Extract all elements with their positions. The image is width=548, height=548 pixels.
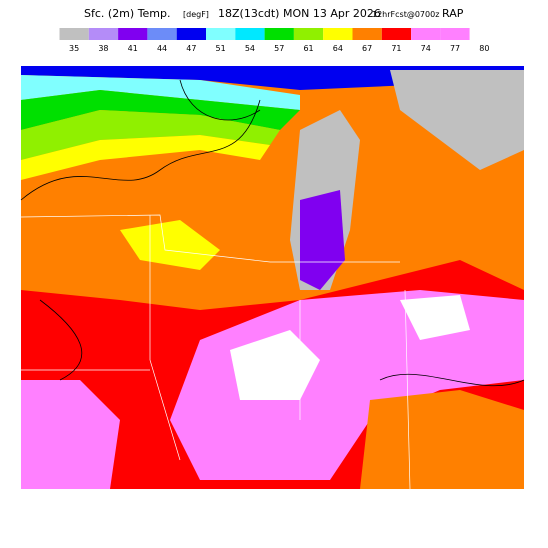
borders bbox=[20, 214, 411, 490]
title-part: RAP bbox=[442, 7, 464, 20]
zone bbox=[21, 380, 120, 489]
legend-label: 51 bbox=[216, 44, 226, 53]
lake bbox=[300, 190, 345, 290]
map bbox=[20, 66, 525, 490]
legend-swatch bbox=[381, 28, 412, 40]
legend-swatch bbox=[59, 28, 89, 40]
zone bbox=[390, 70, 524, 170]
zone bbox=[21, 75, 300, 110]
legend-swatch bbox=[323, 28, 353, 40]
legend-swatch bbox=[206, 28, 236, 40]
title-part: 12hrFcst@0700z bbox=[372, 10, 439, 19]
legend-swatch bbox=[264, 28, 294, 40]
legend-label: 47 bbox=[186, 44, 196, 53]
title-part: [degF] bbox=[183, 10, 209, 19]
contours bbox=[20, 79, 525, 387]
legend-swatch bbox=[147, 28, 177, 40]
zone bbox=[21, 135, 270, 180]
zone bbox=[120, 220, 220, 270]
legend-label: 77 bbox=[450, 44, 460, 53]
legend-swatch bbox=[352, 28, 382, 40]
legend-label: 44 bbox=[157, 44, 167, 53]
title-part: MON 13 Apr 2026 bbox=[283, 7, 381, 20]
legend-swatch bbox=[235, 28, 265, 40]
legend-label: 35 bbox=[69, 44, 79, 53]
legend-label: 71 bbox=[391, 44, 401, 53]
legend: 35 38 41 44 47 51 54 57 61 64 67 71 74 77 80 bbox=[59, 28, 499, 53]
legend-label: 64 bbox=[333, 44, 343, 53]
legend-label: 38 bbox=[98, 44, 108, 53]
legend-swatch bbox=[411, 28, 441, 40]
legend-label: 41 bbox=[128, 44, 138, 53]
zone bbox=[230, 330, 320, 400]
legend-label: 57 bbox=[274, 44, 284, 53]
legend-swatch bbox=[469, 28, 499, 40]
title-part: 18Z(13cdt) bbox=[218, 7, 279, 20]
legend-swatch bbox=[293, 28, 324, 40]
legend-label: 61 bbox=[303, 44, 313, 53]
legend-swatch bbox=[118, 28, 148, 40]
legend-label: 80 bbox=[479, 44, 489, 53]
title-part: Sfc. (2m) Temp. bbox=[84, 7, 171, 20]
legend-swatch bbox=[176, 28, 206, 40]
legend-swatch bbox=[440, 28, 470, 40]
legend-label: 67 bbox=[362, 44, 372, 53]
zone bbox=[400, 295, 470, 340]
legend-label: 74 bbox=[421, 44, 431, 53]
zone bbox=[360, 390, 524, 489]
legend-label: 54 bbox=[245, 44, 255, 53]
zone bbox=[21, 110, 280, 160]
title: Sfc. (2m) Temp. [degF] 18Z(13cdt) MON 13… bbox=[84, 7, 464, 20]
legend-swatch bbox=[88, 28, 119, 40]
zone bbox=[170, 290, 524, 480]
